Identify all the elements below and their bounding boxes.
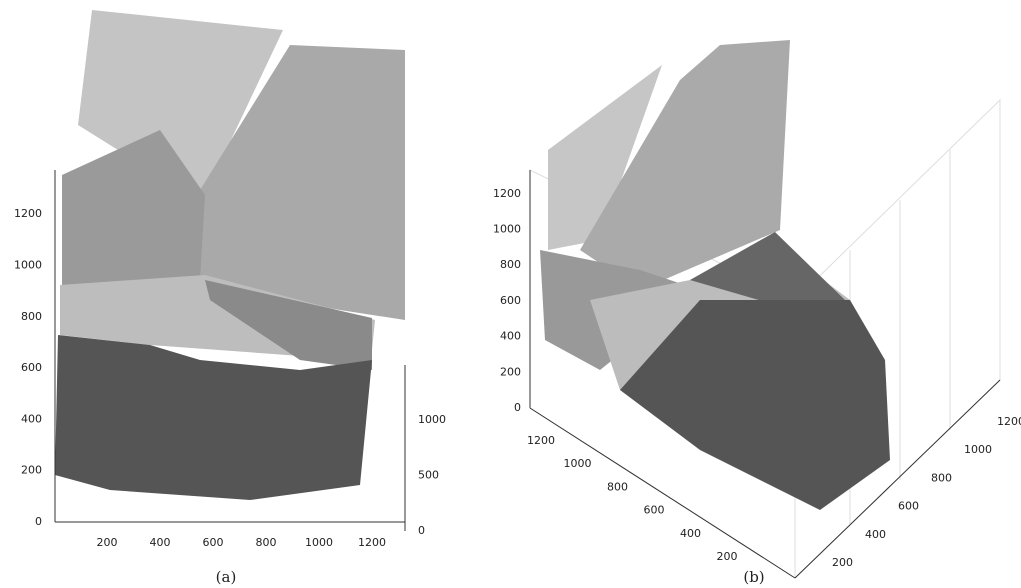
tick-label: 800: [500, 258, 521, 271]
tick-label: 1000: [564, 457, 592, 470]
tick-label: 800: [607, 480, 628, 493]
tick-label: 1000: [305, 536, 333, 549]
tick-label: 0: [35, 515, 42, 528]
figure: (a) (b) 0 200 400 600 800 1000 1200 200 400 600 80…: [0, 0, 1021, 588]
tick-label: 1000: [14, 259, 42, 272]
tick-label: 200: [97, 536, 118, 549]
tick-label: 400: [680, 527, 701, 540]
tick-label: 1200: [997, 415, 1021, 428]
tick-label: 600: [644, 504, 665, 517]
tick-label: 1000: [493, 223, 521, 236]
tick-label: 800: [931, 471, 952, 484]
tick-label: 400: [865, 528, 886, 541]
tick-label: 400: [150, 536, 171, 549]
tick-label: 1200: [358, 536, 386, 549]
point-cloud-a: [55, 10, 405, 500]
tick-label: 600: [500, 294, 521, 307]
tick-label: 600: [21, 361, 42, 374]
tick-label: 500: [418, 469, 439, 482]
tick-label: 1000: [964, 443, 992, 456]
tick-label: 400: [21, 412, 42, 425]
tick-label: 0: [514, 401, 521, 414]
tick-label: 600: [898, 500, 919, 513]
tick-label: 200: [717, 550, 738, 563]
tick-label: 0: [418, 524, 425, 537]
tick-label: 200: [832, 556, 853, 569]
tick-label: 1200: [527, 434, 555, 447]
tick-label: 1200: [493, 187, 521, 200]
tick-label: 1000: [418, 413, 446, 426]
tick-label: 800: [256, 536, 277, 549]
tick-label: 200: [21, 464, 42, 477]
tick-label: 600: [203, 536, 224, 549]
tick-label: 400: [500, 330, 521, 343]
caption: (a): [216, 568, 237, 586]
tick-label: 200: [500, 365, 521, 378]
tick-label: 800: [21, 310, 42, 323]
tick-label: 1200: [14, 207, 42, 220]
point-cloud-b: [540, 40, 890, 510]
caption: (b): [743, 568, 764, 586]
